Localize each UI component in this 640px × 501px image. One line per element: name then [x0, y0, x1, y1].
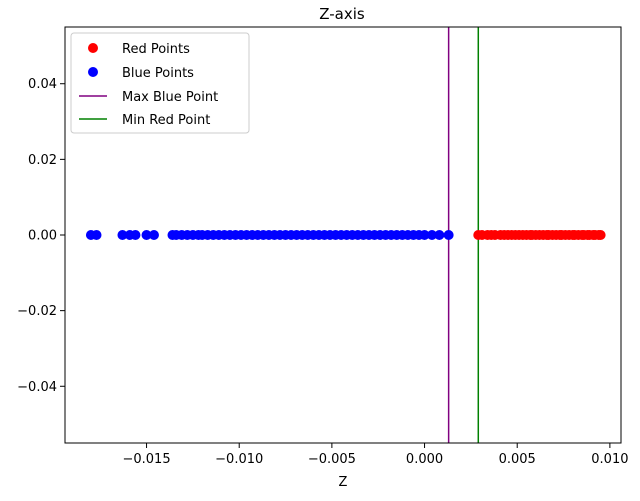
x-axis-ticks: −0.015 −0.010 −0.005 0.000 0.005 0.010: [122, 443, 628, 467]
blue-points-point: [443, 230, 454, 240]
blue-points-point: [434, 230, 445, 240]
legend-box: [70, 32, 250, 134]
legend-label-min-red-point: Min Red Point: [122, 113, 210, 128]
chart-marks: [85, 27, 606, 443]
x-tick-label: −0.005: [308, 452, 356, 467]
red-points-point: [595, 230, 606, 240]
x-tick-label: 0.000: [406, 452, 443, 467]
blue-points-point: [419, 230, 430, 240]
y-tick-label: 0.00: [28, 229, 57, 244]
y-tick-label: 0.04: [28, 77, 57, 92]
x-tick-label: −0.010: [215, 452, 263, 467]
blue-points-point: [426, 230, 437, 240]
x-axis-label: Z: [339, 475, 348, 490]
x-tick-label: 0.010: [591, 452, 628, 467]
blue-points-point: [148, 230, 159, 240]
chart-title: Z-axis: [319, 5, 365, 23]
plot-frame: [64, 26, 622, 444]
blue-points-point: [117, 230, 128, 240]
legend-label-red-points: Red Points: [122, 42, 190, 57]
blue-points-point: [141, 230, 152, 240]
legend-marker-red-points: [88, 43, 98, 53]
blue-points-point: [91, 230, 102, 240]
legend-label-blue-points: Blue Points: [122, 66, 194, 81]
y-axis-ticks: −0.04 −0.02 0.00 0.02 0.04: [17, 77, 65, 395]
y-tick-label: 0.02: [28, 153, 57, 168]
y-tick-label: −0.04: [17, 380, 57, 395]
x-tick-label: −0.015: [122, 452, 170, 467]
legend-marker-blue-points: [88, 67, 98, 77]
blue-points-point: [130, 230, 141, 240]
legend-label-max-blue-point: Max Blue Point: [122, 90, 218, 105]
y-tick-label: −0.02: [17, 304, 57, 319]
legend: Red Points Blue Points Max Blue Point Mi…: [70, 32, 250, 134]
x-tick-label: 0.005: [499, 452, 536, 467]
